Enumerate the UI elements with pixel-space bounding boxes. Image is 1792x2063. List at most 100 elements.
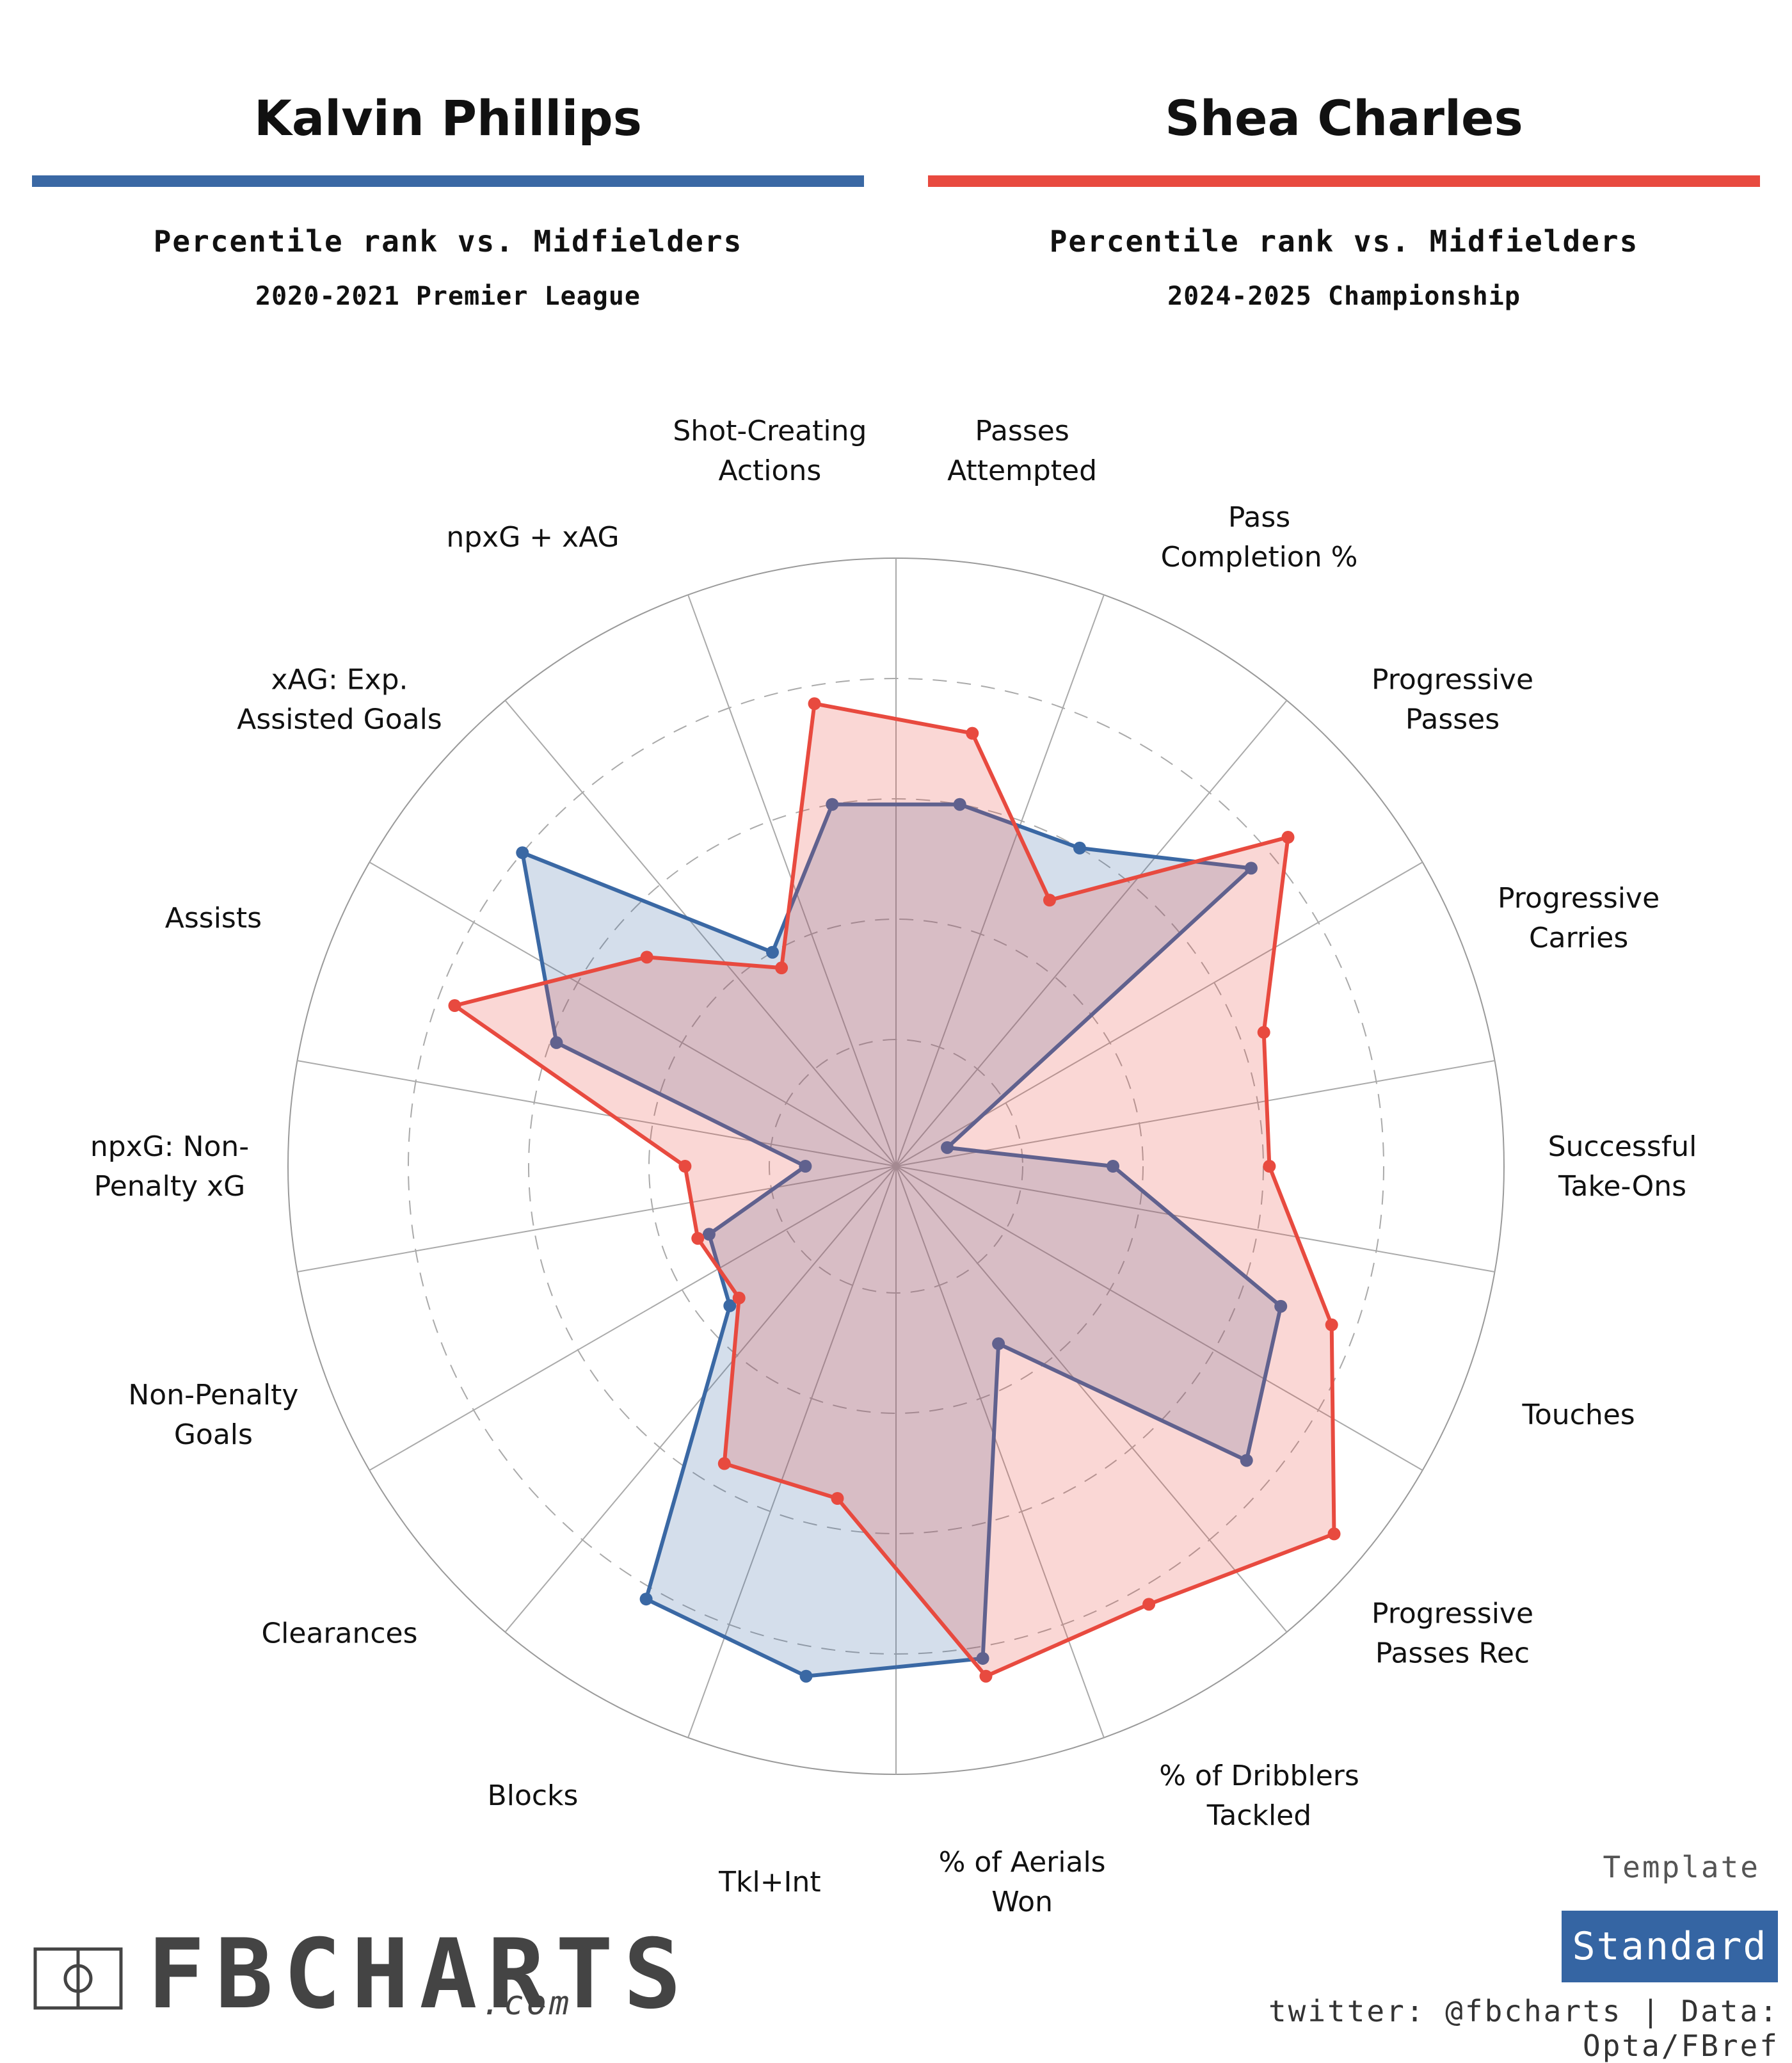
series-shea-charles-point-1 [966, 726, 979, 740]
fbcharts-logo-text: FBCHARTS [147, 1919, 692, 2030]
radar-spoke-17 [504, 700, 897, 1167]
series-kalvin-phillips-point-1 [953, 798, 966, 811]
series-kalvin-phillips-point-14 [799, 1160, 812, 1173]
axis-label-11-line-1: Blocks [488, 1779, 579, 1812]
axis-label-10-line-1: Tkl+Int [718, 1866, 821, 1898]
series-shea-charles-point-11 [717, 1457, 731, 1470]
data-credit: twitter: @fbcharts | Data: Opta/FBref [1268, 1994, 1779, 2063]
series-shea-charles-point-16 [640, 951, 653, 964]
player1-color-bar [32, 175, 864, 187]
series-kalvin-phillips-point-7 [1240, 1454, 1253, 1467]
axis-label-2-line-1: Pass [1228, 501, 1290, 534]
series-shea-charles-point-6 [1325, 1318, 1338, 1331]
series-shea-charles-point-10 [831, 1491, 844, 1505]
series-kalvin-phillips-point-11 [639, 1593, 653, 1606]
radar-spoke-3 [895, 700, 1288, 1167]
radar-spoke-6 [895, 1166, 1495, 1272]
player1-name: Kalvin Phillips [253, 90, 643, 147]
axis-label-4-line-2: Carries [1529, 922, 1628, 954]
template-standard-button[interactable]: Standard [1562, 1911, 1778, 1982]
axis-label-13-line-1: Non-Penalty [128, 1379, 298, 1411]
pitch-logo-icon [33, 1947, 123, 2010]
axis-label-8-line-1: % of Dribblers [1159, 1760, 1359, 1792]
axis-label-7-line-2: Passes Rec [1375, 1637, 1530, 1670]
axis-label-9-line-2: Won [991, 1886, 1053, 1918]
radar-series [448, 697, 1341, 1683]
axis-label-9-line-1: % of Aerials [939, 1846, 1106, 1879]
axis-label-8-line-2: Tackled [1206, 1799, 1311, 1832]
player2-color-bar [928, 175, 1760, 187]
axis-label-14-line-2: Penalty xG [94, 1170, 246, 1203]
series-kalvin-phillips-point-5 [1107, 1160, 1119, 1173]
series-shea-charles-point-4 [1257, 1025, 1270, 1039]
series-shea-charles-point-2 [1043, 894, 1056, 907]
series-kalvin-phillips-point-16 [516, 846, 529, 860]
series-shea-charles-point-18 [808, 697, 821, 710]
radar-spoke-16 [369, 862, 897, 1167]
series-kalvin-phillips-point-15 [550, 1036, 563, 1049]
series-shea-charles-point-3 [1281, 831, 1295, 844]
axis-label-13-line-2: Goals [174, 1418, 253, 1451]
series-kalvin-phillips-point-10 [799, 1669, 813, 1683]
radar-spoke-5 [895, 1060, 1495, 1167]
series-kalvin-phillips-point-17 [766, 945, 779, 959]
series-kalvin-phillips-point-18 [826, 798, 839, 811]
series-shea-charles-point-9 [979, 1669, 993, 1683]
radar-spoke-11 [687, 1166, 897, 1738]
radar-spoke-9 [895, 1166, 1105, 1738]
series-kalvin-phillips-point-12 [723, 1299, 737, 1312]
series-shea-charles-point-7 [1327, 1527, 1341, 1541]
radar-spoke-15 [297, 1060, 897, 1167]
player2-season: 2024-2025 Championship [1167, 282, 1521, 311]
axis-label-18-line-2: Actions [719, 454, 822, 487]
radar-spoke-13 [369, 1166, 897, 1471]
radar-spoke-7 [895, 1166, 1423, 1471]
axis-label-4-line-1: Progressive [1498, 882, 1660, 915]
series-shea-charles-point-17 [775, 961, 788, 975]
series-shea-charles-point-12 [732, 1291, 746, 1304]
axis-label-17-line-1: npxG + xAG [446, 521, 619, 554]
series-shea-charles-point-14 [678, 1160, 692, 1173]
radar-axis-labels: Passes Attempted Pass Completion % Progressi… [90, 415, 1697, 1918]
axis-label-3-line-1: Progressive [1372, 663, 1533, 696]
axis-label-18-line-1: Shot-Creating [673, 415, 867, 447]
series-kalvin-phillips-point-4 [941, 1141, 954, 1154]
radar-spoke-12 [504, 1166, 897, 1633]
axis-label-6-line-1: Touches [1521, 1399, 1635, 1431]
series-kalvin-phillips-point-3 [1244, 862, 1258, 875]
radar-spoke-14 [297, 1166, 897, 1272]
axis-label-16-line-2: Assisted Goals [237, 703, 442, 735]
player1-season: 2020-2021 Premier League [255, 282, 641, 311]
series-kalvin-phillips-point-8 [992, 1337, 1005, 1351]
series-shea-charles-point-8 [1142, 1598, 1156, 1611]
axis-label-16-line-1: xAG: Exp. [271, 663, 408, 696]
series-shea-charles-point-13 [691, 1232, 705, 1245]
player2-subtitle: Percentile rank vs. Midfielders [1049, 224, 1639, 259]
axis-label-14-line-1: npxG: Non- [90, 1130, 249, 1163]
player1-subtitle: Percentile rank vs. Midfielders [153, 224, 743, 259]
series-shea-charles-point-15 [448, 999, 461, 1013]
axis-label-15-line-1: Assists [165, 902, 262, 935]
axis-label-7-line-1: Progressive [1372, 1598, 1533, 1630]
radar-ring-40 [648, 919, 1144, 1414]
series-kalvin-phillips-point-2 [1073, 841, 1086, 855]
series-shea-charles-point-5 [1263, 1160, 1276, 1173]
series-kalvin-phillips-point-9 [976, 1651, 989, 1665]
series-kalvin-phillips-point-6 [1274, 1299, 1288, 1313]
fbcharts-logo-domain: .com [481, 1984, 572, 2023]
radar-spoke-2 [895, 594, 1105, 1167]
axis-label-1-line-2: Attempted [947, 454, 1097, 487]
series-kalvin-phillips-point-13 [702, 1228, 716, 1241]
axis-label-5-line-2: Take-Ons [1558, 1170, 1686, 1203]
axis-label-5-line-1: Successful [1548, 1130, 1697, 1163]
template-label: Template [1603, 1850, 1760, 1884]
axis-label-2-line-2: Completion % [1161, 541, 1358, 574]
axis-label-1-line-1: Passes [975, 415, 1069, 447]
radar-spoke-8 [895, 1166, 1288, 1633]
axis-label-3-line-2: Passes [1405, 703, 1500, 735]
player2-name: Shea Charles [1165, 90, 1523, 147]
series-shea-charles-area [452, 702, 1336, 1678]
axis-label-12-line-1: Clearances [261, 1617, 417, 1650]
radar-grid [287, 558, 1505, 1775]
